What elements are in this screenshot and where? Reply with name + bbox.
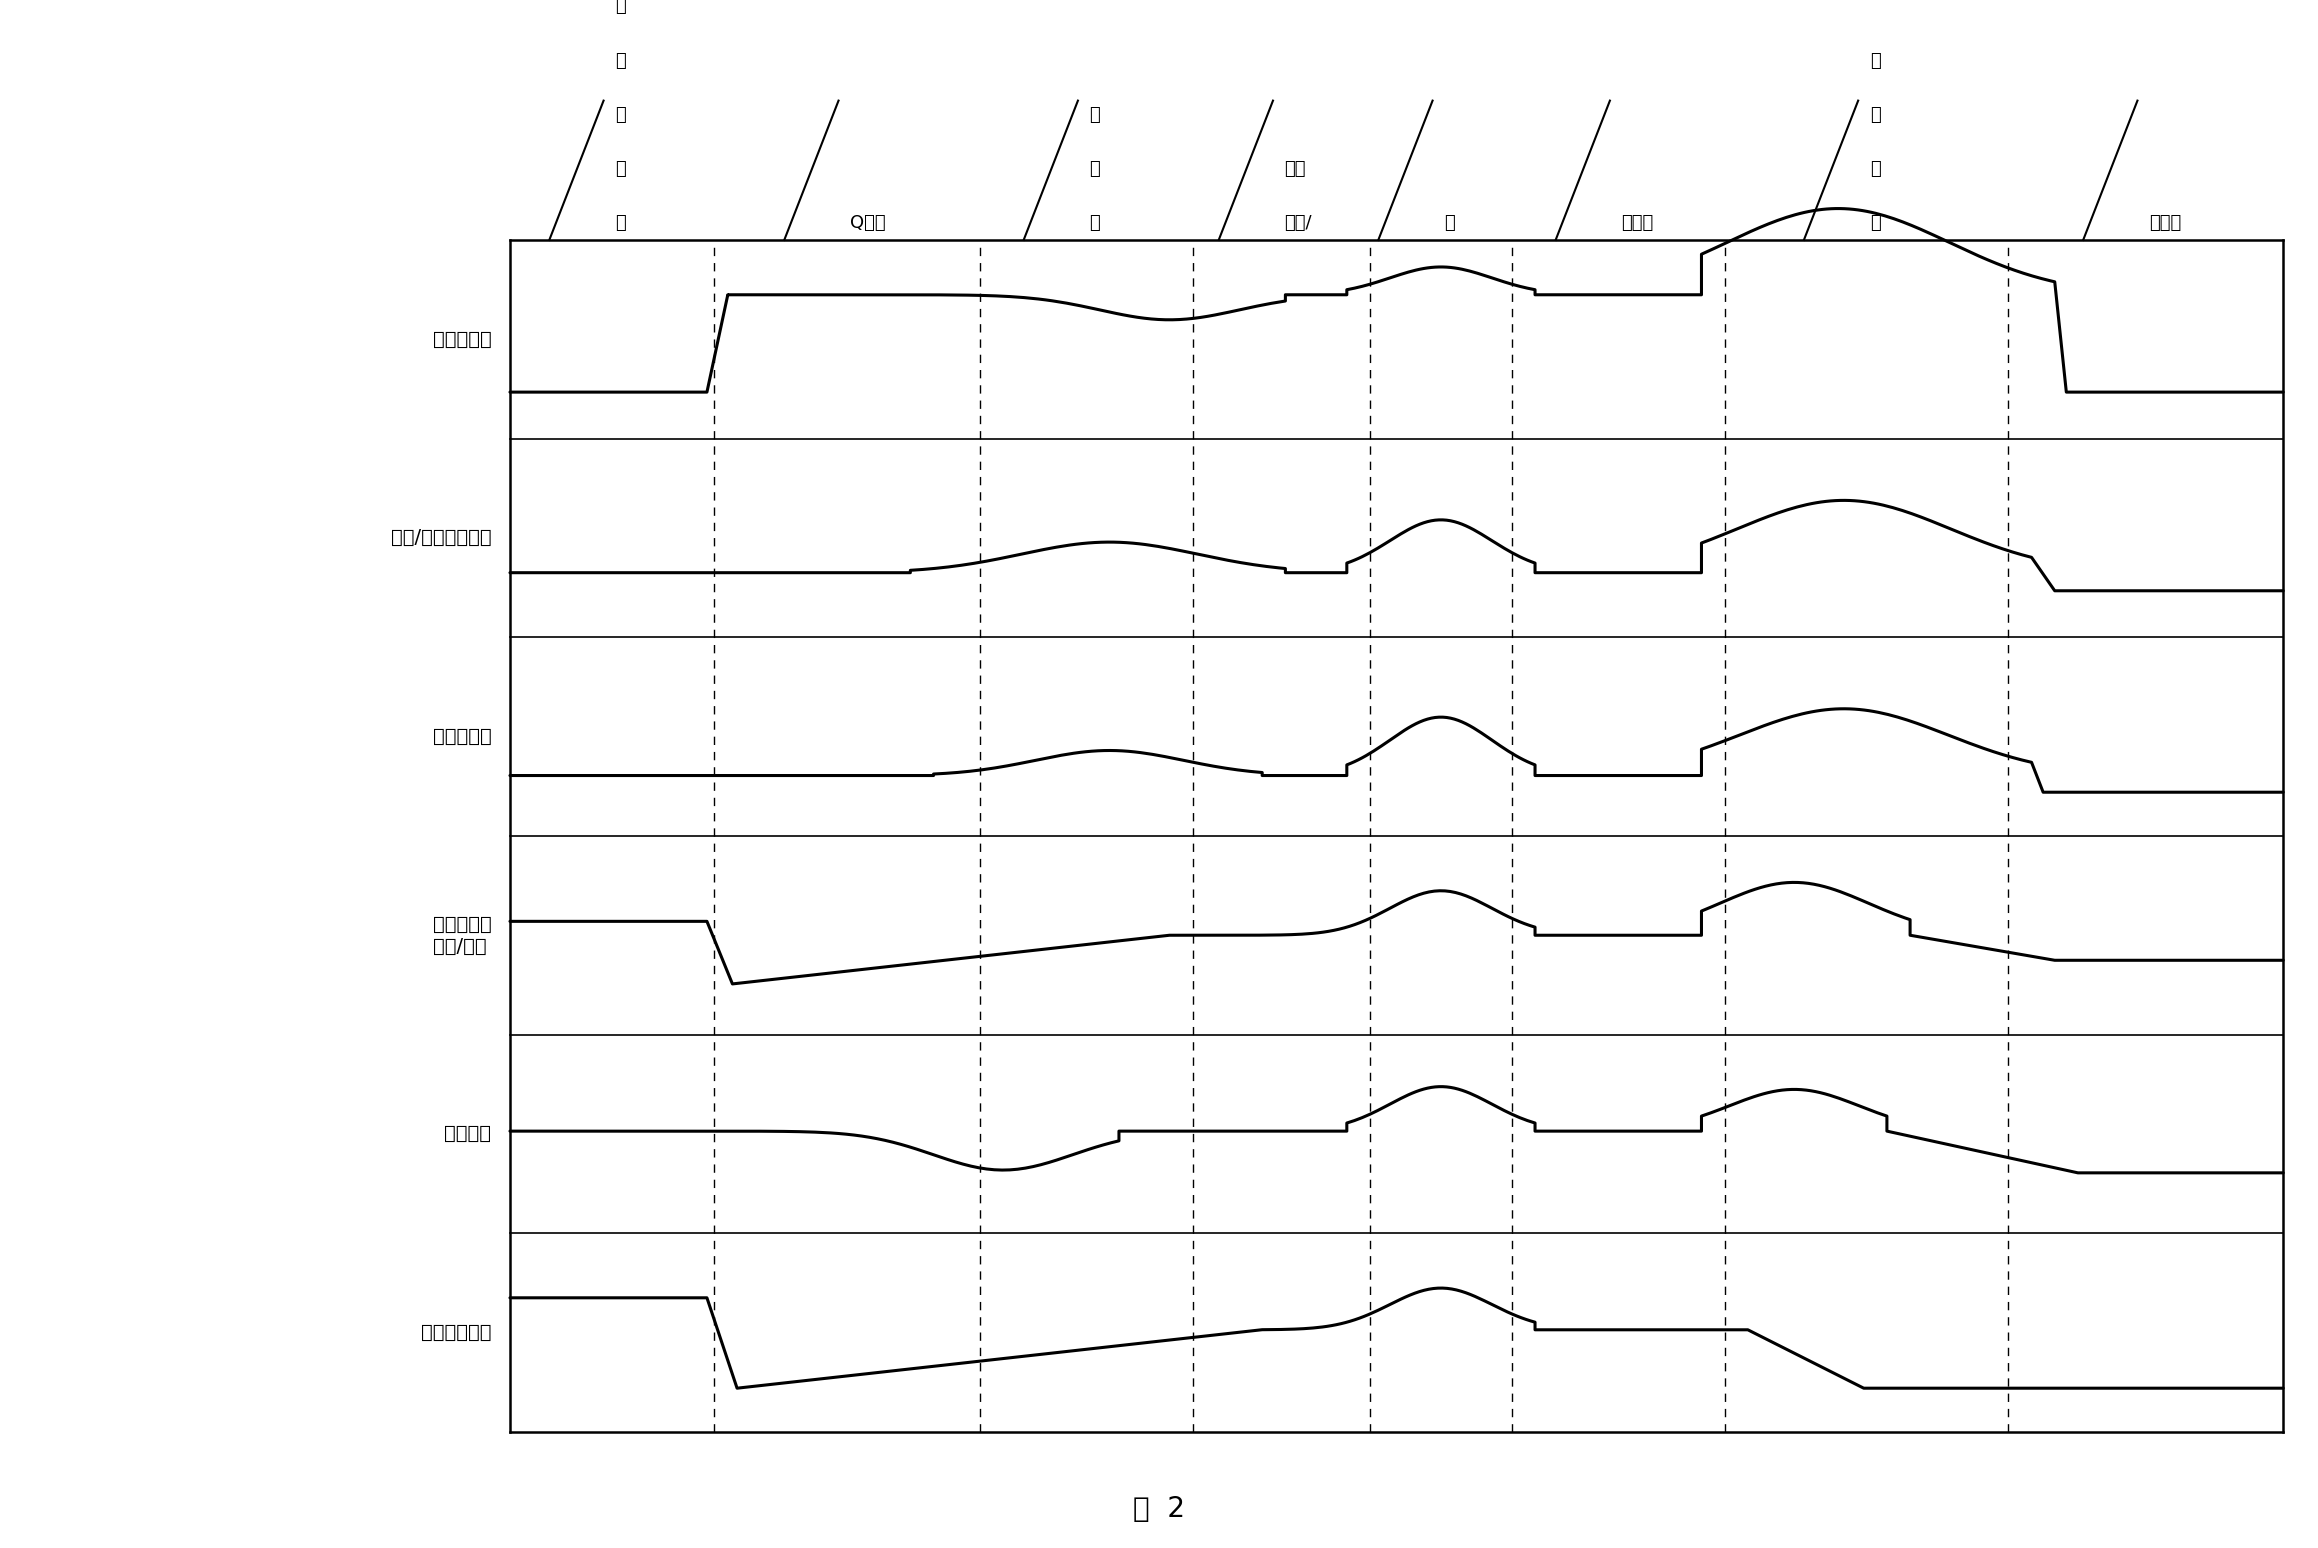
Text: 离子阱: 离子阱: [1623, 214, 1653, 232]
Text: 门: 门: [1444, 214, 1456, 232]
Text: 八极: 八极: [1284, 159, 1305, 178]
Text: 产物离子扫描: 产物离子扫描: [422, 1324, 491, 1342]
Text: 镜: 镜: [1871, 51, 1880, 70]
Text: 冷却反应: 冷却反应: [445, 1124, 491, 1144]
Text: 前驱物隔离: 前驱物隔离: [433, 728, 491, 746]
Text: 反应物离子
注入/过滤: 反应物离子 注入/过滤: [433, 915, 491, 955]
Text: 图  2: 图 2: [1134, 1495, 1184, 1523]
Text: 透: 透: [1871, 105, 1880, 124]
Text: 提: 提: [1871, 214, 1880, 232]
Text: 的: 的: [614, 105, 626, 124]
Text: 正离子引入: 正离子引入: [433, 330, 491, 348]
Text: 毛: 毛: [614, 51, 626, 70]
Text: 离: 离: [1089, 159, 1101, 178]
Text: 器: 器: [1089, 105, 1101, 124]
Text: 检测器: 检测器: [2149, 214, 2181, 232]
Text: 四极/: 四极/: [1284, 214, 1312, 232]
Text: 取: 取: [1871, 159, 1880, 178]
Text: 加: 加: [614, 214, 626, 232]
Text: 分: 分: [1089, 214, 1101, 232]
Text: Q阵列: Q阵列: [851, 214, 885, 232]
Text: 热: 热: [614, 159, 626, 178]
Text: 细: 细: [614, 0, 626, 15]
Text: 冷却/离子透镜通风: 冷却/离子透镜通风: [392, 528, 491, 548]
